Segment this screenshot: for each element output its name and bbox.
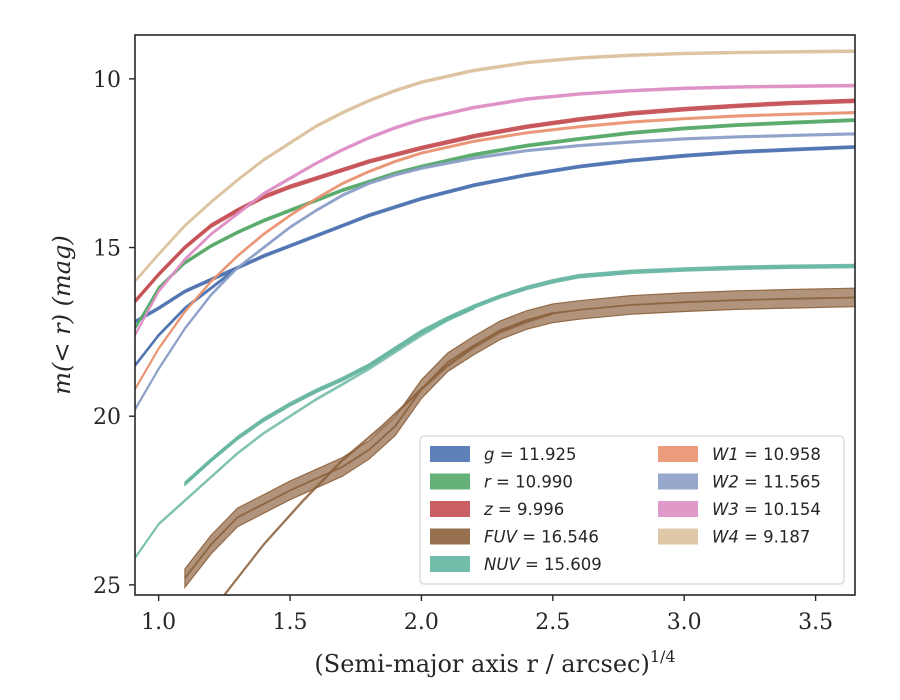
legend-entry: W4 = 9.187 [712, 528, 810, 547]
series-band-4 [184, 287, 855, 590]
series-line-8 [135, 111, 855, 390]
legend-entry-value: = 10.154 [739, 500, 821, 519]
series-line-7 [135, 307, 475, 559]
legend-entry: r = 10.990 [484, 473, 573, 492]
x-axis-ticks: 1.0 1.5 2.0 2.5 3.0 3.5 [141, 595, 833, 635]
x-tick-label: 3.0 [667, 610, 702, 635]
series-line-1 [135, 267, 239, 367]
legend-entry-variable: W2 [712, 473, 739, 492]
legend-swatch [658, 528, 698, 545]
x-axis-label: (Semi-major axis r / arcsec)1/4 [314, 647, 675, 678]
x-tick-label: 3.5 [798, 610, 833, 635]
legend-entry-value: = 9.187 [739, 528, 811, 547]
legend-entry-value: = 16.546 [517, 528, 599, 547]
legend-entry-variable: g [484, 445, 494, 464]
series-band-2 [135, 118, 855, 331]
legend-entry: z = 9.996 [483, 500, 564, 519]
legend-entry: g = 11.925 [484, 445, 577, 464]
series-band-10 [135, 83, 855, 337]
legend-entry-value: = 11.925 [494, 445, 576, 464]
series-line-5 [223, 312, 554, 595]
series-line-3 [135, 99, 855, 303]
y-axis-ticks: 10 15 20 25 [93, 68, 135, 599]
series-line-9 [135, 132, 855, 410]
series-line-11 [135, 50, 855, 282]
x-axis-label-text: (Semi-major axis r / arcsec) [314, 650, 649, 678]
x-axis-label-exponent: 1/4 [650, 647, 676, 666]
legend-entry: FUV = 16.546 [484, 528, 599, 547]
y-tick-label: 20 [93, 405, 121, 430]
legend-entry-variable: FUV [484, 528, 519, 547]
y-tick-label: 15 [93, 237, 121, 262]
series-line-4 [184, 296, 855, 579]
x-tick-label: 1.5 [273, 610, 308, 635]
series-line-10 [135, 84, 855, 336]
legend-entry: W2 = 11.565 [712, 473, 821, 492]
legend-entry: W1 = 10.958 [712, 445, 821, 464]
legend-entry-value: = 10.958 [739, 445, 821, 464]
legend-entry: W3 = 10.154 [712, 500, 821, 519]
series-layer [135, 49, 855, 595]
legend-entry-value: = 9.996 [493, 500, 565, 519]
legend-entry-value: = 10.990 [491, 473, 573, 492]
legend-frame [419, 435, 845, 585]
y-axis-label: m(< r) (mag) [48, 235, 76, 394]
plot-frame [134, 34, 856, 596]
legend-entry: NUV = 15.609 [484, 555, 602, 574]
x-tick-label: 2.5 [535, 610, 570, 635]
x-tick-label: 2.0 [404, 610, 439, 635]
x-tick-label: 1.0 [141, 610, 176, 635]
series-band-11 [135, 49, 855, 284]
legend-entry-variable: W4 [712, 528, 739, 547]
legend-entry-value: = 11.565 [739, 473, 821, 492]
y-tick-label: 25 [93, 574, 121, 599]
legend-entry-value: = 15.609 [520, 555, 602, 574]
legend-swatch [430, 528, 470, 545]
legend-swatch [430, 446, 470, 462]
legend-entry-variable: W3 [712, 500, 739, 519]
legend-entry-variable: W1 [712, 445, 739, 464]
series-band-3 [135, 98, 855, 305]
legend-swatch [430, 473, 470, 490]
legend-swatch [658, 501, 698, 517]
legend-entry-variable: z [483, 500, 493, 519]
legend-entry-variable: NUV [484, 555, 521, 574]
legend-swatch [658, 446, 698, 462]
legend-entry-variable: r [484, 473, 492, 492]
legend-swatch [658, 473, 698, 490]
legend-swatch [430, 556, 470, 572]
legend-swatch [430, 501, 470, 517]
series-line-2 [135, 119, 855, 329]
y-tick-label: 10 [93, 68, 121, 93]
series-band-6 [184, 263, 855, 487]
